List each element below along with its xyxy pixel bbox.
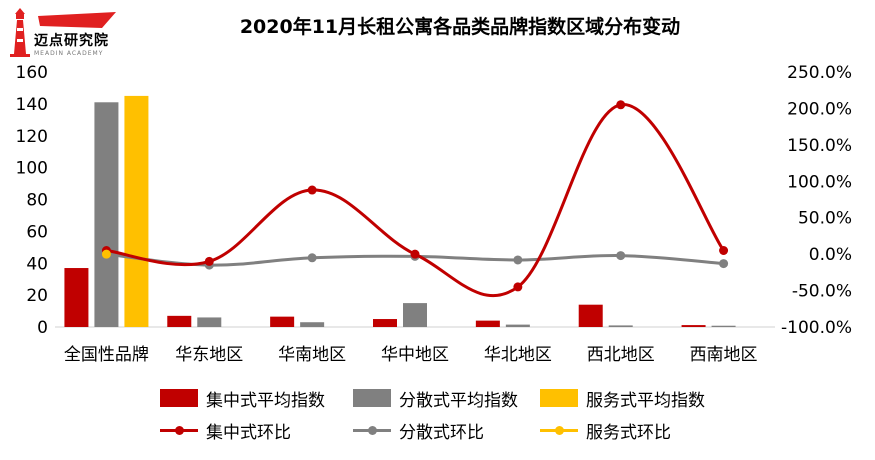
legend-label: 集中式平均指数 bbox=[206, 390, 325, 411]
line-concentrated-mom bbox=[106, 103, 725, 298]
legend-swatch-gray bbox=[353, 389, 391, 407]
legend-label: 分散式平均指数 bbox=[399, 390, 518, 411]
legend-item-concentrated-mom: 集中式环比 bbox=[160, 416, 291, 444]
y-tick-label-right: -50.0% bbox=[792, 282, 852, 302]
y-tick-label-left: 160 bbox=[16, 63, 48, 83]
bar-concentrated bbox=[475, 320, 500, 327]
bar-scattered bbox=[94, 102, 119, 327]
y-tick-label-left: 80 bbox=[26, 191, 48, 211]
legend-item-scattered-mom: 分散式环比 bbox=[353, 416, 484, 444]
legend-row-lines: 集中式环比 分散式环比 服务式环比 bbox=[160, 416, 760, 444]
chart-axes: 0 20 40 60 80 100 120 140 160 -100.0% -50.0% 0.0% 50… bbox=[16, 63, 852, 365]
point-scattered-mom bbox=[719, 259, 729, 269]
x-category-label: 华南地区 bbox=[278, 345, 346, 365]
x-category-label: 华北地区 bbox=[484, 345, 552, 365]
y-tick-label-right: -100.0% bbox=[781, 318, 852, 338]
logo-subtitle: MEADIN ACADEMY bbox=[34, 50, 104, 57]
point-concentrated-mom bbox=[513, 282, 523, 292]
legend-label: 服务式平均指数 bbox=[586, 390, 705, 411]
y-tick-label-left: 0 bbox=[37, 318, 48, 338]
bar-scattered bbox=[608, 325, 633, 327]
bar-service bbox=[124, 95, 149, 327]
legend-line-yellow bbox=[540, 421, 578, 439]
y-tick-label-right: 250.0% bbox=[787, 63, 852, 83]
logo-name: 迈点研究院 bbox=[34, 33, 109, 49]
legend-swatch-red bbox=[160, 389, 198, 407]
y-tick-label-left: 20 bbox=[26, 286, 48, 306]
bar-scattered bbox=[197, 317, 222, 327]
x-category-label: 华东地区 bbox=[175, 345, 243, 365]
bar-concentrated bbox=[578, 304, 603, 327]
point-scattered-mom bbox=[307, 253, 317, 263]
point-concentrated-mom bbox=[719, 246, 729, 255]
legend-label: 分散式环比 bbox=[399, 422, 484, 443]
y-tick-label-left: 100 bbox=[16, 159, 48, 179]
legend-row-bars: 集中式平均指数 分散式平均指数 服务式平均指数 bbox=[160, 384, 760, 412]
legend-swatch-yellow bbox=[540, 389, 578, 407]
x-category-label: 华中地区 bbox=[381, 345, 449, 365]
y-tick-label-left: 120 bbox=[16, 127, 48, 147]
chart-title: 2020年11月长租公寓各品类品牌指数区域分布变动 bbox=[239, 16, 681, 38]
x-category-label: 全国性品牌 bbox=[64, 345, 149, 365]
logo-banner-icon bbox=[38, 12, 116, 28]
legend-line-gray bbox=[353, 421, 391, 439]
bar-scattered bbox=[505, 324, 530, 327]
legend-label: 集中式环比 bbox=[206, 422, 291, 443]
legend-item-concentrated-index: 集中式平均指数 bbox=[160, 384, 325, 412]
bar-concentrated bbox=[64, 268, 89, 327]
point-service-mom bbox=[101, 249, 111, 259]
bar-concentrated bbox=[681, 325, 706, 327]
legend-label: 服务式环比 bbox=[586, 422, 671, 443]
y-tick-label-right: 150.0% bbox=[787, 136, 852, 156]
bar-scattered bbox=[403, 303, 427, 327]
point-concentrated-mom bbox=[307, 185, 317, 195]
point-concentrated-mom bbox=[616, 100, 626, 110]
bar-series-group bbox=[64, 95, 736, 327]
y-tick-label-right: 0.0% bbox=[809, 245, 852, 265]
y-tick-label-right: 100.0% bbox=[787, 172, 852, 192]
legend-line-red bbox=[160, 421, 198, 439]
legend-item-service-index: 服务式平均指数 bbox=[540, 384, 705, 412]
legend-item-service-mom: 服务式环比 bbox=[540, 416, 671, 444]
bar-scattered bbox=[300, 322, 325, 327]
y-tick-label-right: 50.0% bbox=[798, 209, 852, 229]
logo: 迈点研究院 MEADIN ACADEMY bbox=[8, 8, 118, 60]
y-tick-label-left: 40 bbox=[26, 254, 48, 274]
y-tick-label-right: 200.0% bbox=[787, 99, 852, 119]
legend-item-scattered-index: 分散式平均指数 bbox=[353, 384, 518, 412]
bar-concentrated bbox=[270, 316, 295, 327]
point-concentrated-mom bbox=[410, 249, 420, 259]
x-category-label: 西北地区 bbox=[587, 345, 655, 365]
point-concentrated-mom bbox=[204, 256, 214, 266]
bar-concentrated bbox=[167, 315, 192, 327]
y-tick-label-left: 60 bbox=[26, 222, 48, 242]
bar-scattered bbox=[711, 325, 736, 327]
x-category-label: 西南地区 bbox=[690, 345, 758, 365]
lighthouse-icon bbox=[10, 8, 30, 57]
line-series-group bbox=[101, 100, 729, 298]
point-scattered-mom bbox=[616, 251, 626, 261]
point-scattered-mom bbox=[513, 255, 523, 265]
bar-concentrated bbox=[373, 319, 397, 327]
y-tick-label-left: 140 bbox=[16, 95, 48, 115]
